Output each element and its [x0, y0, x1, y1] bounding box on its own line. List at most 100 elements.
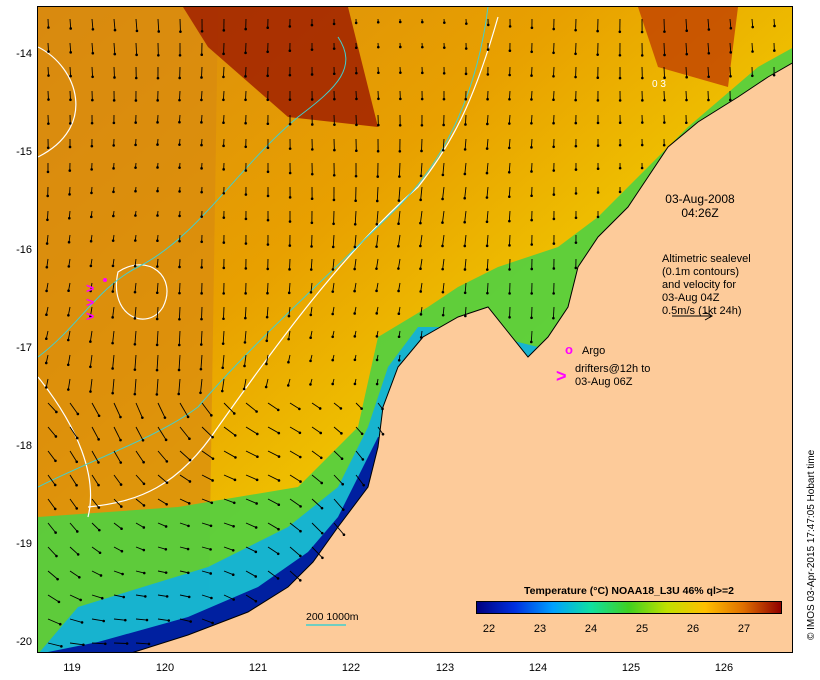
velocity-vector-head — [552, 267, 556, 270]
velocity-vector-head — [103, 642, 107, 646]
velocity-vector-head — [244, 267, 248, 270]
velocity-vector-head — [266, 243, 270, 246]
velocity-vector-head — [320, 531, 324, 535]
drifter-position-dot — [103, 278, 107, 282]
velocity-vector — [419, 210, 423, 224]
velocity-vector — [289, 402, 300, 410]
velocity-vector-head — [67, 289, 70, 293]
velocity-vector — [729, 42, 732, 53]
velocity-vector-head — [685, 52, 689, 56]
velocity-vector — [46, 210, 49, 220]
velocity-vector — [156, 330, 159, 345]
velocity-vector-head — [178, 166, 181, 169]
sealevel-contours — [38, 16, 499, 518]
velocity-vector-head — [254, 575, 258, 578]
velocity-vector-head — [353, 289, 356, 293]
velocity-vector-head — [57, 600, 61, 604]
velocity-vector — [288, 282, 291, 293]
altimetry-legend-line: and velocity for — [662, 279, 736, 291]
velocity-vector-head — [67, 265, 71, 268]
x-tick-label: 119 — [63, 662, 81, 674]
velocity-vector — [221, 378, 225, 392]
velocity-vector-head — [288, 171, 292, 175]
velocity-vector-head — [45, 313, 48, 316]
velocity-vector — [179, 594, 190, 598]
velocity-vector — [267, 426, 280, 434]
velocity-vector-head — [164, 571, 168, 574]
velocity-vector-head — [222, 52, 225, 56]
velocity-vector-head — [155, 393, 159, 396]
velocity-vector — [486, 258, 489, 270]
velocity-vector — [69, 426, 78, 439]
velocity-vector-head — [355, 71, 358, 75]
velocity-vector-head — [618, 99, 622, 102]
velocity-vector-head — [485, 196, 489, 199]
velocity-vector — [663, 66, 666, 78]
velocity-vector-head — [508, 244, 511, 247]
y-tick-label: -16 — [16, 244, 32, 256]
velocity-vector-head — [419, 267, 422, 271]
velocity-vector-head — [288, 147, 292, 150]
velocity-vector-head — [320, 481, 324, 485]
velocity-vector — [685, 42, 688, 55]
velocity-vector-head — [142, 482, 146, 486]
velocity-vector — [223, 498, 235, 504]
velocity-vector-head — [266, 74, 269, 78]
velocity-vector-head — [751, 50, 754, 53]
velocity-vector — [91, 618, 104, 622]
velocity-vector — [243, 378, 247, 390]
velocity-vector-head — [310, 197, 314, 200]
velocity-vector-head — [419, 244, 422, 248]
velocity-vector-head — [286, 384, 290, 387]
velocity-vector — [47, 618, 61, 625]
velocity-vector-head — [199, 367, 203, 371]
velocity-vector — [420, 282, 423, 292]
velocity-vector — [47, 522, 56, 533]
velocity-vector — [223, 402, 235, 414]
velocity-vector-head — [309, 313, 313, 317]
velocity-vector-head — [419, 336, 423, 339]
velocity-vector — [68, 282, 71, 291]
velocity-vector-head — [165, 502, 168, 506]
velocity-vector-head — [234, 456, 237, 459]
velocity-vector-head — [552, 98, 555, 102]
velocity-vector-head — [178, 190, 181, 193]
velocity-vector — [333, 498, 344, 510]
velocity-vector — [47, 594, 60, 603]
velocity-vector-head — [222, 292, 225, 295]
velocity-vector-head — [222, 216, 226, 219]
velocity-vector-head — [508, 315, 511, 319]
x-tick-label: 125 — [621, 662, 641, 674]
velocity-vector-head — [111, 316, 114, 319]
velocity-vector-head — [156, 143, 159, 146]
velocity-vector-head — [178, 143, 181, 146]
velocity-vector — [67, 378, 71, 390]
velocity-vector — [355, 450, 364, 460]
velocity-vector — [707, 66, 710, 77]
velocity-vector — [267, 498, 279, 506]
velocity-vector-head — [47, 50, 50, 53]
velocity-vector — [310, 306, 313, 315]
velocity-vector — [91, 498, 100, 508]
velocity-vector-head — [200, 292, 203, 295]
velocity-vector-head — [442, 97, 446, 101]
velocity-vector — [178, 306, 181, 320]
velocity-vector-head — [463, 291, 467, 295]
velocity-vector-head — [663, 76, 666, 80]
velocity-vector — [244, 306, 247, 319]
velocity-vector-head — [596, 144, 600, 147]
velocity-vector-head — [299, 480, 302, 483]
isobath-scale-line — [306, 624, 346, 626]
velocity-vector-head — [277, 479, 281, 482]
velocity-vector — [135, 18, 138, 31]
velocity-vector-head — [320, 506, 324, 510]
x-tick-label: 124 — [528, 662, 548, 674]
velocity-vector — [134, 378, 137, 395]
velocity-vector-head — [318, 407, 322, 410]
velocity-vector-head — [164, 525, 168, 528]
velocity-vector-head — [209, 524, 213, 528]
velocity-vector — [179, 498, 190, 504]
y-tick-label: -18 — [16, 440, 32, 452]
velocity-vector-head — [397, 222, 400, 226]
velocity-vector-head — [508, 219, 511, 223]
